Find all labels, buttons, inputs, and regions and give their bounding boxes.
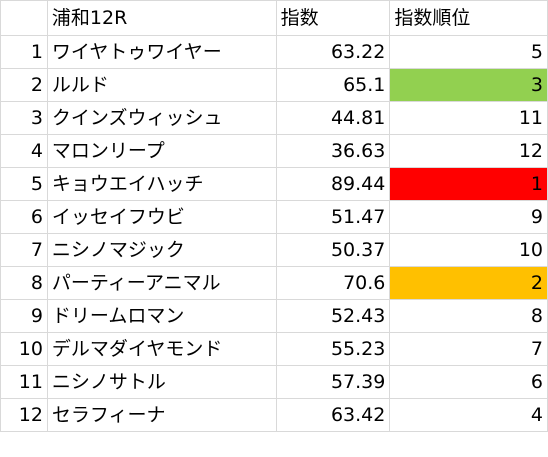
horse-name-cell[interactable]: ルルド (46, 68, 277, 102)
header-cell-race[interactable]: 浦和12R (46, 0, 277, 36)
row-number-cell[interactable]: 9 (0, 299, 48, 333)
row-number-cell[interactable]: 6 (0, 200, 48, 234)
row-number-cell[interactable]: 10 (0, 332, 48, 366)
rank-cell[interactable]: 4 (389, 398, 548, 432)
index-value-cell[interactable]: 51.47 (275, 200, 391, 234)
row-number-cell[interactable]: 12 (0, 398, 48, 432)
table-row: 12 セラフィーナ 63.42 4 (0, 398, 548, 432)
index-value-cell[interactable]: 65.1 (275, 68, 391, 102)
index-value-cell[interactable]: 63.42 (275, 398, 391, 432)
table-row: 8 パーティーアニマル 70.6 2 (0, 266, 548, 300)
rank-cell[interactable]: 12 (389, 134, 548, 168)
rank-cell[interactable]: 10 (389, 233, 548, 267)
horse-name-cell[interactable]: マロンリープ (46, 134, 277, 168)
header-cell-a[interactable] (0, 0, 48, 36)
row-number-cell[interactable]: 1 (0, 35, 48, 69)
index-value-cell[interactable]: 52.43 (275, 299, 391, 333)
rank-cell[interactable]: 5 (389, 35, 548, 69)
index-value-cell[interactable]: 55.23 (275, 332, 391, 366)
horse-name-cell[interactable]: キョウエイハッチ (46, 167, 277, 201)
rank-cell[interactable]: 6 (389, 365, 548, 399)
horse-name-cell[interactable]: ニシノサトル (46, 365, 277, 399)
rank-cell[interactable]: 1 (389, 167, 548, 201)
index-value-cell[interactable]: 57.39 (275, 365, 391, 399)
rank-cell[interactable]: 11 (389, 101, 548, 135)
row-number-cell[interactable]: 8 (0, 266, 48, 300)
table-row: 4 マロンリープ 36.63 12 (0, 134, 548, 168)
header-cell-index[interactable]: 指数 (275, 0, 391, 36)
row-number-cell[interactable]: 11 (0, 365, 48, 399)
rank-cell[interactable]: 9 (389, 200, 548, 234)
horse-name-cell[interactable]: ドリームロマン (46, 299, 277, 333)
table-row: 3 クインズウィッシュ 44.81 11 (0, 101, 548, 135)
rank-cell[interactable]: 8 (389, 299, 548, 333)
table-row: 10 デルマダイヤモンド 55.23 7 (0, 332, 548, 366)
horse-name-cell[interactable]: デルマダイヤモンド (46, 332, 277, 366)
horse-name-cell[interactable]: ニシノマジック (46, 233, 277, 267)
rank-cell[interactable]: 7 (389, 332, 548, 366)
horse-name-cell[interactable]: クインズウィッシュ (46, 101, 277, 135)
table-row: 11 ニシノサトル 57.39 6 (0, 365, 548, 399)
row-number-cell[interactable]: 7 (0, 233, 48, 267)
index-value-cell[interactable]: 63.22 (275, 35, 391, 69)
index-value-cell[interactable]: 70.6 (275, 266, 391, 300)
header-cell-rank[interactable]: 指数順位 (389, 0, 548, 36)
table-row: 1 ワイヤトゥワイヤー 63.22 5 (0, 35, 548, 69)
spreadsheet-grid: 浦和12R 指数 指数順位 1 ワイヤトゥワイヤー 63.22 5 2 ルルド 65.1 3 3… (0, 0, 548, 432)
index-value-cell[interactable]: 44.81 (275, 101, 391, 135)
table-row: 2 ルルド 65.1 3 (0, 68, 548, 102)
rank-cell[interactable]: 2 (389, 266, 548, 300)
table-row: 7 ニシノマジック 50.37 10 (0, 233, 548, 267)
row-number-cell[interactable]: 3 (0, 101, 48, 135)
rank-cell[interactable]: 3 (389, 68, 548, 102)
table-row: 9 ドリームロマン 52.43 8 (0, 299, 548, 333)
row-number-cell[interactable]: 4 (0, 134, 48, 168)
horse-name-cell[interactable]: ワイヤトゥワイヤー (46, 35, 277, 69)
table-row: 6 イッセイフウビ 51.47 9 (0, 200, 548, 234)
index-value-cell[interactable]: 36.63 (275, 134, 391, 168)
index-value-cell[interactable]: 50.37 (275, 233, 391, 267)
horse-name-cell[interactable]: セラフィーナ (46, 398, 277, 432)
header-row: 浦和12R 指数 指数順位 (0, 0, 548, 36)
horse-name-cell[interactable]: パーティーアニマル (46, 266, 277, 300)
index-value-cell[interactable]: 89.44 (275, 167, 391, 201)
horse-name-cell[interactable]: イッセイフウビ (46, 200, 277, 234)
table-row: 5 キョウエイハッチ 89.44 1 (0, 167, 548, 201)
row-number-cell[interactable]: 5 (0, 167, 48, 201)
row-number-cell[interactable]: 2 (0, 68, 48, 102)
